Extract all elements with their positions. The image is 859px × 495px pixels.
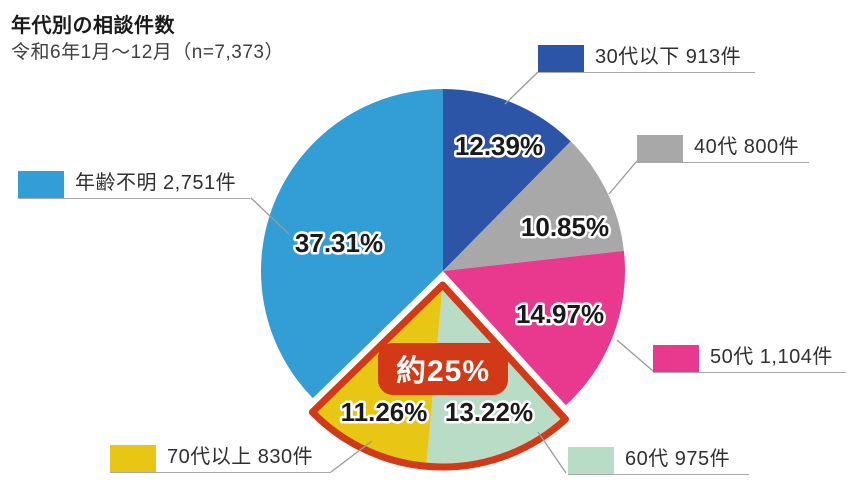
leader-line-1 [608,160,638,195]
pie-slice-40s [443,141,624,271]
pct-label-70s-plus: 11.26% [341,397,428,427]
pct-label-50s: 14.97% [516,299,604,329]
pie-slice-50s [443,250,625,406]
legend-label-60s: 60代 975件 [625,448,731,470]
legend-swatch-40s [637,135,683,162]
pct-label-40s: 10.85% [521,212,609,242]
leader-line-4 [330,440,373,473]
pct-label-under-30s: 12.39% [455,131,543,161]
leader-line-2 [616,339,654,372]
legend-item-60s: 60代 975件 [568,446,749,475]
chart-subtitle: 令和6年1月～12月（n=7,373） [11,42,284,63]
legend-label-70s-plus: 70代以上 830件 [167,446,314,468]
legend-label-under-30s: 30代以下 913件 [595,46,742,68]
legend-item-under-30s: 30代以下 913件 [538,44,755,73]
legend-label-age-unknown: 年齢不明 2,751件 [75,172,237,194]
legend-item-40s: 40代 800件 [637,134,809,163]
pct-label-60s: 13.22% [445,397,533,427]
legend-item-age-unknown: 年齢不明 2,751件 [18,170,250,199]
highlight-badge: 約25% [377,343,509,395]
leader-line-3 [537,431,567,474]
legend-label-50s: 50代 1,104件 [710,346,833,368]
legend-swatch-60s [568,447,614,474]
legend-swatch-70s-plus [110,445,156,472]
highlight-outline [308,281,569,471]
legend-swatch-50s [653,345,699,372]
legend-item-50s: 50代 1,104件 [653,344,846,373]
legend-swatch-under-30s [538,45,584,72]
legend-label-40s: 40代 800件 [694,136,800,158]
chart-title: 年代別の相談件数 [11,15,175,37]
leader-line-0 [504,71,539,105]
pie-slice-under-30s [443,89,571,271]
leader-line-5 [250,197,290,235]
pct-label-age-unknown: 37.31% [295,228,383,258]
legend-item-70s-plus: 70代以上 830件 [110,444,331,473]
pie-slice-70s-plus [312,284,443,467]
pie-slice-age-unknown [260,89,443,399]
legend-swatch-age-unknown [18,171,64,198]
